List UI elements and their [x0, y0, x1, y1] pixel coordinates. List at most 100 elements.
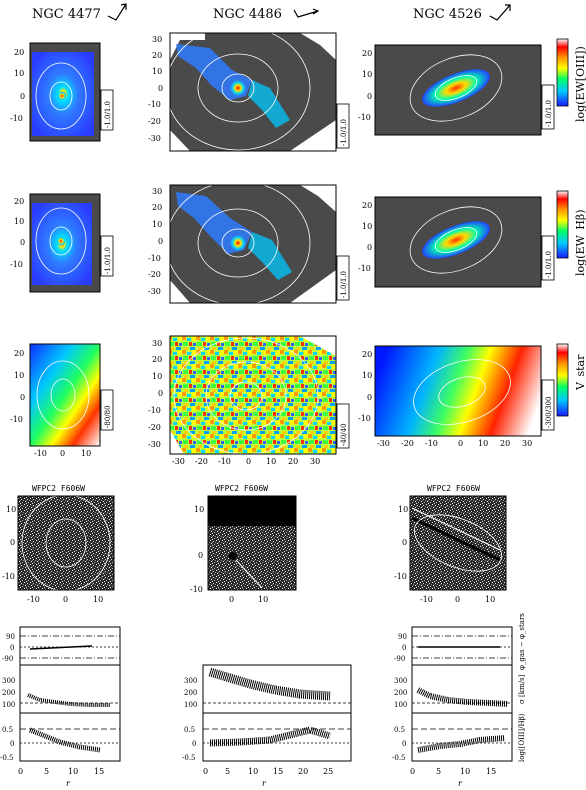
y-tick: 10 — [14, 69, 24, 78]
y-tick: -20 — [148, 117, 161, 126]
x-tick: -10 — [420, 595, 433, 604]
y-tick: 20 — [14, 349, 24, 358]
range-box: -1.0/1.0 — [336, 255, 350, 301]
y-tick-labels: 10 0 -10 — [394, 505, 408, 581]
north-east-arrow-icon — [489, 4, 511, 21]
colorbar-oiii: log(EW[OIII]) — [556, 38, 586, 122]
x-tick: -10 — [425, 439, 438, 448]
range-box: -80/80 — [100, 389, 114, 431]
x-tick: 20 — [298, 767, 308, 776]
nucleus-spot — [56, 236, 66, 246]
x-tick-labels: -10 0 10 — [27, 595, 103, 604]
y-tick: -20 — [148, 270, 161, 279]
map-vstar-ngc4526: 20 10 0 -10 -30 -20 -10 0 10 20 30 -300/… — [358, 345, 555, 448]
map-frame — [29, 193, 101, 293]
x-axis-label: r — [262, 779, 267, 788]
ratio-points — [417, 735, 506, 753]
y-tick: 90 — [398, 633, 407, 641]
map-oiii-ngc4486: 30 20 10 0 -10 -20 -30 -1.0/1.0 — [148, 25, 350, 152]
y-tick: -10 — [10, 415, 23, 424]
x-tick: 0 — [455, 595, 460, 604]
y-tick: 10 — [152, 67, 162, 76]
y-tick: -10 — [394, 572, 407, 581]
range-box: -1.0/1.0 — [541, 84, 555, 130]
y-tick-labels: 30 20 10 0 -10 -20 -30 — [148, 187, 163, 296]
isophote — [21, 494, 111, 592]
y-tick: 100 — [394, 701, 407, 709]
map-frame — [169, 335, 337, 455]
profile-ratio: 0.5 0 -0.5 — [182, 712, 352, 762]
velocity-map — [170, 336, 336, 454]
y-tick: 10 — [362, 222, 372, 231]
colorbar — [556, 190, 569, 259]
y-tick: 20 — [152, 203, 162, 212]
y-tick-labels: 0.5 0 -0.5 — [392, 726, 406, 762]
x-tick: 10 — [266, 457, 276, 466]
y-tick: -10 — [148, 406, 161, 415]
sigma-points — [208, 667, 331, 701]
y-tick: 20 — [14, 197, 24, 206]
dust-disk-emission — [422, 69, 490, 107]
ratio-points — [29, 727, 101, 753]
x-tick: 20 — [288, 457, 298, 466]
y-tick-labels: 20 10 0 -10 — [358, 201, 372, 273]
y-tick: -10 — [148, 254, 161, 263]
isophote — [434, 227, 478, 253]
x-tick-labels: 0 5 10 15 — [410, 767, 496, 776]
x-tick: -20 — [401, 439, 414, 448]
range-box: -300/300 — [541, 379, 555, 431]
dust-lane — [411, 516, 501, 562]
x-tick: 30 — [310, 457, 320, 466]
y-tick: 10 — [362, 371, 372, 380]
y-tick: 0 — [20, 238, 25, 247]
range-label: -1.0/1.0 — [545, 251, 553, 278]
x-tick: 10 — [81, 449, 91, 458]
x-axis-label: r — [66, 779, 71, 788]
range-box: -1.0/1.0 — [541, 235, 555, 281]
nucleus-spot — [230, 235, 246, 251]
hst-ngc4486: WFPC2 F606W 10 0 -10 0 10 — [190, 484, 297, 604]
y-tick: 0 — [10, 644, 14, 652]
isophote — [205, 361, 287, 431]
x-tick: 10 — [478, 439, 488, 448]
masked-region — [300, 336, 336, 356]
x-tick: 0 — [410, 767, 415, 776]
filament — [248, 80, 290, 128]
hst-title: WFPC2 F606W — [215, 484, 268, 493]
map-hb-ngc4477: 20 10 0 -10 -1.0/1.0 — [10, 193, 114, 293]
nucleus-spot — [229, 552, 237, 560]
y-tick: 0.5 — [394, 726, 405, 734]
x-tick: 10 — [93, 595, 103, 604]
map-frame — [374, 345, 542, 437]
isophote — [413, 359, 511, 425]
x-tick: -30 — [172, 457, 185, 466]
hst-ngc4526: WFPC2 F606W 10 0 -10 -10 0 10 — [394, 484, 507, 604]
x-tick-labels: -30 -20 -10 0 10 20 30 — [377, 439, 532, 448]
profile-ratio: 0.5 0 -0.5 — [0, 712, 121, 762]
y-tick: 0 — [367, 92, 372, 101]
x-tick-labels: 0 5 10 15 — [18, 767, 104, 776]
galaxy-name-3: NGC 4526 — [413, 7, 482, 22]
x-tick: 10 — [68, 767, 78, 776]
hst-image — [410, 496, 506, 590]
x-tick: 5 — [225, 767, 230, 776]
range-label: -80/80 — [104, 405, 112, 428]
y-tick-labels: 90 0 -90 — [2, 633, 15, 663]
y-tick: 0 — [198, 551, 203, 560]
profiles-ngc4486: 300 200 100 0.5 0 -0.5 0 5 10 15 20 25 r — [182, 664, 352, 788]
x-tick: 15 — [94, 767, 104, 776]
map-oiii-ngc4477: 20 10 0 -10 -1.0/1.0 — [10, 42, 114, 142]
y-tick: 0.5 — [2, 726, 13, 734]
north-east-arrow-icon — [107, 3, 127, 21]
sigma-points — [416, 687, 509, 707]
dust-lane — [411, 507, 501, 551]
masked-region — [290, 270, 336, 303]
y-tick: 30 — [152, 187, 162, 196]
map-vstar-ngc4477: 20 10 0 -10 -10 0 10 -80/80 — [10, 343, 114, 458]
y-tick-labels: 20 10 0 -10 — [10, 349, 25, 424]
colorbar — [556, 343, 569, 417]
nucleus-spot — [57, 91, 67, 101]
y-tick-labels: 10 0 -10 — [2, 505, 16, 581]
map-vstar-ngc4486: 30 20 10 0 -10 -20 -30 -30 -20 -10 0 10 … — [148, 335, 350, 466]
y-tick: -10 — [10, 260, 23, 269]
